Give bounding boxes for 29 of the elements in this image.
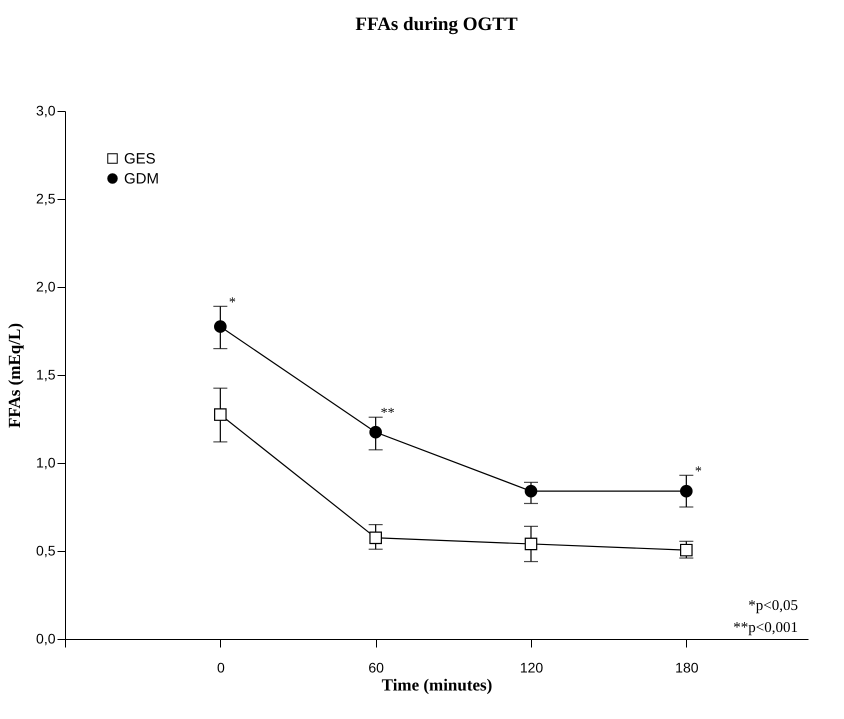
annotation: *p<0,05 xyxy=(748,598,798,614)
point xyxy=(214,408,227,421)
y-tick-label: 2,0 xyxy=(36,278,56,294)
annotation: **p<0,001 xyxy=(733,620,798,636)
y-tick-label: 0,5 xyxy=(36,542,56,558)
annotation: * xyxy=(228,295,236,310)
point xyxy=(680,544,693,556)
chart-title: FFAs during OGTT xyxy=(355,14,518,35)
annotation: ** xyxy=(380,406,395,422)
y-tick-label: 2,5 xyxy=(36,190,56,206)
y-tick-label: 3,0 xyxy=(36,102,56,118)
point xyxy=(214,320,227,333)
point xyxy=(680,484,693,498)
annotation: * xyxy=(694,464,702,480)
legend-label: GES xyxy=(124,150,156,168)
y-tick-label: 0,0 xyxy=(36,630,56,646)
x-tick-label: 0 xyxy=(216,660,225,676)
y-tick-label: 1,5 xyxy=(36,366,56,382)
y-axis-title: FFAs (mEq/L) xyxy=(5,323,24,428)
x-axis-title: Time (minutes) xyxy=(382,676,492,694)
point xyxy=(369,532,382,544)
x-tick-label: 180 xyxy=(675,660,699,676)
point xyxy=(524,538,538,550)
x-tick-label: 60 xyxy=(368,660,384,676)
x-tick-label: 120 xyxy=(520,660,544,676)
legend-label: GDM xyxy=(124,170,159,188)
y-tick-label: 1,0 xyxy=(36,454,56,470)
point xyxy=(369,426,382,438)
point xyxy=(524,484,538,498)
